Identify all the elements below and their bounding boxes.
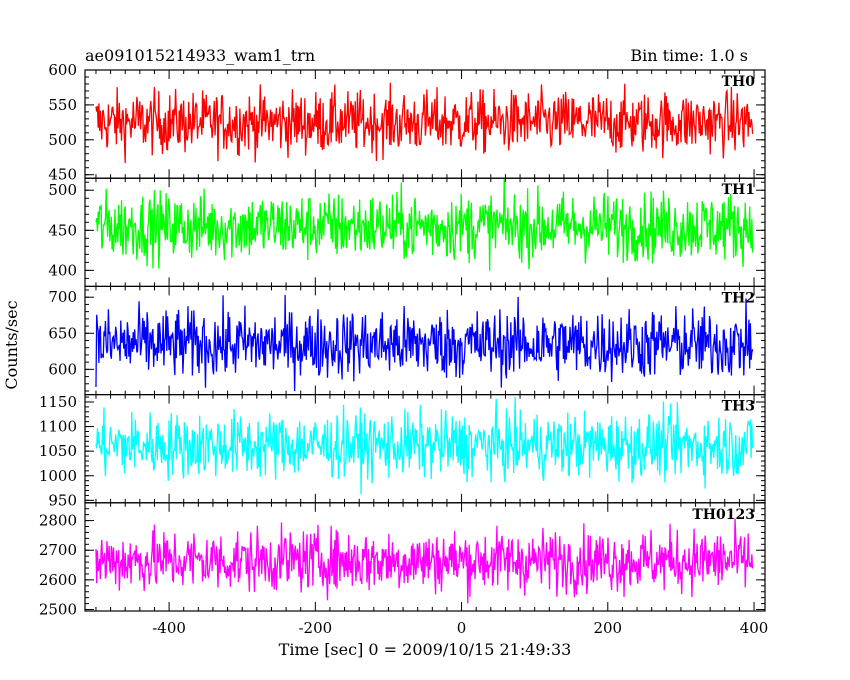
panel-label-th0123: TH0123 <box>692 507 755 523</box>
panel-th1: 400 450 500 TH1 <box>48 177 766 287</box>
y-tick-label: 1100 <box>39 418 77 436</box>
panel-th0123: 2500 2600 2700 2800 TH0123 <box>39 502 766 619</box>
y-tick-label: 1150 <box>39 393 77 411</box>
y-tick-label: 600 <box>48 61 77 79</box>
bin-time-label: Bin time: 1.0 s <box>630 46 748 65</box>
y-axis-label: Counts/sec <box>2 300 21 389</box>
y-tick-label: 400 <box>48 261 77 279</box>
panel-th3: 950 1000 1050 1100 1150 TH3 <box>39 393 766 509</box>
y-tick-label: 2600 <box>39 571 77 589</box>
series-line-th3 <box>95 396 754 495</box>
panel-th2: 600 650 700 TH2 <box>48 285 766 396</box>
panel-label-th3: TH3 <box>722 399 755 415</box>
x-tick-label: 0 <box>457 619 467 637</box>
series-line-th0123 <box>95 518 754 604</box>
chart-title: ae091015214933_wam1_trn <box>85 46 315 65</box>
y-tick-label: 2800 <box>39 512 77 530</box>
panel-th0: 450 500 550 600 TH0 <box>48 61 766 184</box>
y-tick-label: 950 <box>48 491 77 509</box>
y-tick-label: 500 <box>48 131 77 149</box>
y-tick-label: 1050 <box>39 442 77 460</box>
series-line-th2 <box>95 294 754 392</box>
x-axis: -400 -200 0 200 400 <box>152 619 768 637</box>
y-tick-label: 500 <box>48 181 77 199</box>
x-tick-label: 400 <box>740 619 769 637</box>
x-tick-label: -200 <box>298 619 332 637</box>
panel-label-th0: TH0 <box>722 74 756 90</box>
x-tick-label: -400 <box>152 619 186 637</box>
y-tick-label: 450 <box>48 166 77 184</box>
y-tick-label: 550 <box>48 96 77 114</box>
panel-frame <box>84 502 766 612</box>
y-tick-label: 1000 <box>39 467 77 485</box>
y-tick-label: 2700 <box>39 541 77 559</box>
x-tick-label: 200 <box>593 619 622 637</box>
series-line-th1 <box>95 178 754 271</box>
series-line-th0 <box>95 82 754 163</box>
y-tick-label: 2500 <box>39 601 77 619</box>
panel-label-th2: TH2 <box>722 290 755 306</box>
y-tick-label: 700 <box>48 288 77 306</box>
x-axis-label: Time [sec] 0 = 2009/10/15 21:49:33 <box>279 640 572 659</box>
y-tick-label: 650 <box>48 324 77 342</box>
y-tick-label: 450 <box>48 221 77 239</box>
panel-label-th1: TH1 <box>722 182 755 198</box>
y-tick-label: 600 <box>48 360 77 378</box>
